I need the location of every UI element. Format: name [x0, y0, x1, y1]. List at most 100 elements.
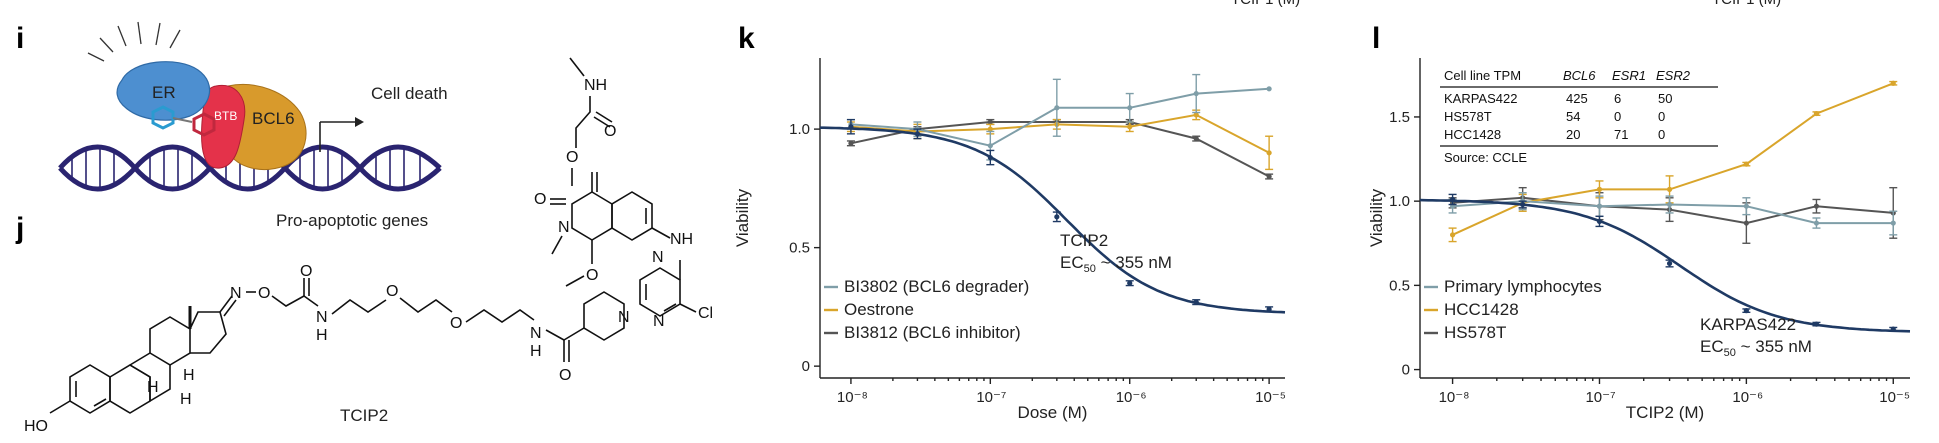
atom-n-pyrimidine1: N	[653, 313, 665, 330]
l-y-tick-label: 0	[1402, 362, 1410, 379]
l-series-karpas422-point	[1890, 326, 1896, 332]
table-header-esr2: ESR2	[1656, 68, 1691, 83]
table-row-2-esr1: 0	[1614, 109, 1621, 124]
l-series-hcc1428-point	[1890, 80, 1896, 86]
atom-n-amide1: N	[316, 309, 328, 326]
l-series-karpas422-point	[1596, 218, 1603, 224]
er-signal-rays	[87, 21, 181, 62]
atom-o-amide1: O	[300, 263, 312, 280]
atom-o-oxime: O	[258, 285, 270, 302]
panel-k: k 10⁻⁸ 10⁻⁷ 10⁻⁶ 10⁻⁵ 0 0.5 1.0 Viability Dose (…	[733, 22, 1286, 422]
l-x-tick-label: 10⁻⁶	[1732, 389, 1763, 406]
k-y-axis-label: Viability	[733, 188, 752, 247]
k-legend-label-bi3812-bcl6-inhibitor: BI3812 (BCL6 inhibitor)	[844, 323, 1021, 342]
l-y-axis-label: Viability	[1367, 188, 1386, 247]
l-legend-label-primary-lymphocytes: Primary lymphocytes	[1444, 277, 1602, 296]
atom-nh-methyl: NH	[584, 77, 607, 94]
panel-label-i: i	[16, 22, 24, 55]
l-x-tick-label: 10⁻⁷	[1585, 389, 1615, 406]
panel-l: l 10⁻⁸ 10⁻⁷ 10⁻⁶ 10⁻⁵ 0 0.5 1.0 1.5 Viability TCI…	[1367, 22, 1910, 422]
atom-h-amide2: H	[530, 343, 542, 360]
chart-l: 10⁻⁸ 10⁻⁷ 10⁻⁶ 10⁻⁵ 0 0.5 1.0 1.5 Viability TCIP2…	[1367, 58, 1910, 422]
k-series-tcip2-point	[1193, 299, 1199, 305]
k-series-bi3802-bcl6-degrader-point	[987, 143, 993, 149]
ccle-table: Cell line TPM BCL6 ESR1 ESR2 KARPAS422 4…	[1440, 68, 1718, 165]
atom-h3: H	[180, 391, 192, 408]
compound-name: TCIP2	[340, 406, 388, 425]
l-legend-label-hcc1428: HCC1428	[1444, 300, 1519, 319]
k-series-tcip2-point	[848, 124, 854, 130]
table-row-3-bcl6: 20	[1566, 127, 1580, 142]
l-series-primary-lymphocytes-point	[1890, 220, 1896, 226]
l-series-hcc1428-point	[1813, 110, 1820, 117]
l-series-karpas422-point	[1449, 196, 1456, 203]
k-series-oestrone-point	[987, 126, 993, 132]
l-series-hcc1428-point	[1449, 232, 1456, 238]
l-annotation-line1: KARPAS422	[1700, 315, 1796, 334]
panel-label-j: j	[15, 212, 24, 245]
l-series-hcc1428-point	[1743, 161, 1749, 167]
k-series-bi3802-bcl6-degrader-line	[850, 87, 1270, 147]
l-series-hs578t-point	[1813, 203, 1820, 209]
k-series-bi3812-bcl6-inhibitor-line	[850, 121, 1270, 178]
panel-j: j TCIP2 HO H H H N O O	[15, 57, 713, 435]
l-series-hcc1428-point	[1596, 186, 1603, 192]
k-series-bi3812-bcl6-inhibitor-point	[1266, 173, 1272, 180]
panel-i: i BTB BCL6 ER	[16, 21, 448, 230]
k-series-bi3812-bcl6-inhibitor-point	[848, 140, 854, 146]
k-series-bi3812-bcl6-inhibitor-point	[1193, 135, 1199, 142]
l-series-karpas422-fit-line	[1419, 198, 1911, 333]
tcip2-structure: HO H H H N O O N H O O N H	[24, 57, 713, 435]
table-row-3-cell-line: HCC1428	[1444, 127, 1501, 142]
top-axis-label-fragment-right: TCIP1 (M)	[1712, 0, 1781, 8]
k-x-tick-label: 10⁻⁷	[976, 389, 1006, 406]
cell-death-label: Cell death	[371, 84, 448, 103]
atom-o-peg2: O	[450, 315, 462, 332]
tcip-linker-molecule	[151, 105, 216, 137]
k-legend-label-bi3802-bcl6-degrader: BI3802 (BCL6 degrader)	[844, 277, 1029, 296]
k-legend-label-oestrone: Oestrone	[844, 300, 914, 319]
atom-o-peg1: O	[386, 283, 398, 300]
atom-ho: HO	[24, 418, 48, 435]
atom-o-methoxy: O	[586, 267, 598, 284]
k-series-oestrone-point	[1193, 112, 1199, 118]
table-row-1-bcl6: 425	[1566, 91, 1588, 106]
atom-n-oxime: N	[230, 285, 242, 302]
table-row-2-esr2: 0	[1658, 109, 1665, 124]
k-series-oestrone-point	[1266, 150, 1272, 156]
k-y-tick-label: 0.5	[789, 240, 810, 257]
k-y-tick-label: 0	[802, 358, 810, 375]
table-header-esr1: ESR1	[1612, 68, 1646, 83]
l-series-primary-lymphocytes-point	[1666, 201, 1673, 208]
l-x-tick-label: 10⁻⁸	[1439, 389, 1470, 406]
table-source: Source: CCLE	[1444, 150, 1527, 165]
top-axis-label-fragment-left: TCIP1 (M)	[1231, 0, 1300, 8]
l-series-primary-lymphocytes-point	[1596, 203, 1603, 209]
k-series-oestrone-point	[1127, 124, 1133, 130]
l-series-hcc1428-point	[1666, 186, 1673, 192]
atom-o-ether: O	[566, 149, 578, 166]
bcl6-protein	[227, 83, 307, 170]
k-x-axis-label: Dose (M)	[1018, 403, 1088, 422]
l-y-tick-label: 1.5	[1389, 109, 1410, 126]
k-series-tcip2-point	[1054, 214, 1060, 220]
atom-h-amide1: H	[316, 327, 328, 344]
pro-apoptotic-genes-label: Pro-apoptotic genes	[276, 211, 428, 230]
atom-n-piperidine: N	[618, 309, 630, 326]
l-series-karpas422-point	[1666, 260, 1673, 267]
l-series-primary-lymphocytes-point	[1743, 203, 1749, 209]
atom-n-pyrimidine2: N	[652, 249, 664, 266]
table-row-3-esr1: 71	[1614, 127, 1628, 142]
panel-label-k: k	[738, 22, 755, 55]
er-protein	[116, 61, 211, 121]
table-header-cell-line: Cell line TPM	[1444, 68, 1521, 83]
l-x-tick-label: 10⁻⁵	[1879, 389, 1910, 406]
k-series-tcip2-point	[987, 154, 993, 161]
k-series-bi3802-bcl6-degrader-point	[1127, 105, 1133, 111]
k-series-bi3802-bcl6-degrader-point	[1193, 90, 1199, 97]
atom-o-carbonyl: O	[534, 191, 546, 208]
k-series-bi3812-bcl6-inhibitor-point	[987, 119, 993, 125]
l-y-tick-label: 1.0	[1389, 193, 1410, 210]
l-series-karpas422-point	[1520, 201, 1526, 208]
k-series-tcip2-fit-line	[820, 126, 1286, 314]
